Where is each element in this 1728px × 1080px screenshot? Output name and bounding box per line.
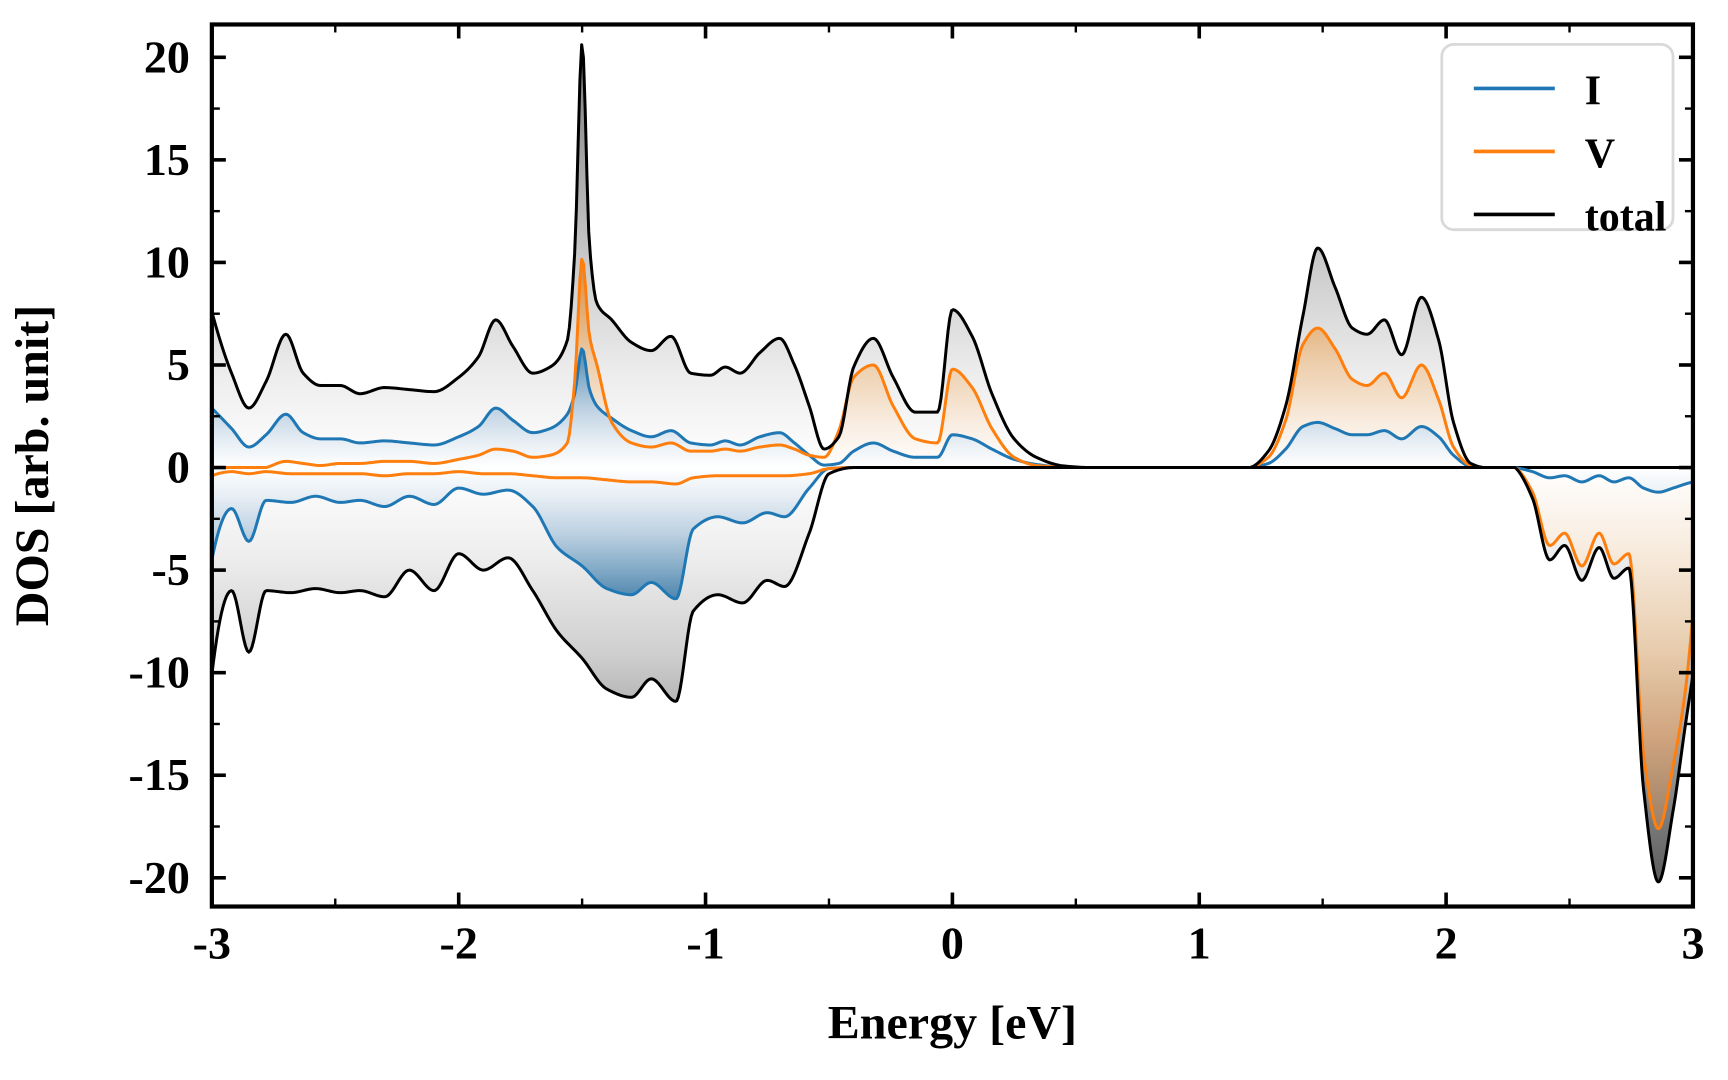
svg-text:-20: -20 <box>129 852 190 903</box>
svg-text:V: V <box>1585 131 1615 177</box>
svg-text:5: 5 <box>167 339 190 390</box>
svg-text:-3: -3 <box>193 918 231 969</box>
svg-text:DOS [arb. unit]: DOS [arb. unit] <box>6 305 59 626</box>
svg-text:15: 15 <box>144 134 190 185</box>
svg-text:total: total <box>1585 194 1667 240</box>
svg-text:10: 10 <box>144 236 190 287</box>
svg-text:0: 0 <box>941 918 964 969</box>
svg-text:-10: -10 <box>129 647 190 698</box>
svg-text:0: 0 <box>167 442 190 493</box>
svg-text:3: 3 <box>1681 918 1704 969</box>
svg-text:-5: -5 <box>152 544 190 595</box>
svg-text:-2: -2 <box>440 918 478 969</box>
svg-text:I: I <box>1585 68 1601 114</box>
svg-text:-15: -15 <box>129 749 190 800</box>
svg-text:20: 20 <box>144 31 190 82</box>
svg-text:Energy [eV]: Energy [eV] <box>828 997 1077 1050</box>
svg-text:2: 2 <box>1435 918 1458 969</box>
svg-text:-1: -1 <box>686 918 724 969</box>
svg-text:1: 1 <box>1188 918 1211 969</box>
